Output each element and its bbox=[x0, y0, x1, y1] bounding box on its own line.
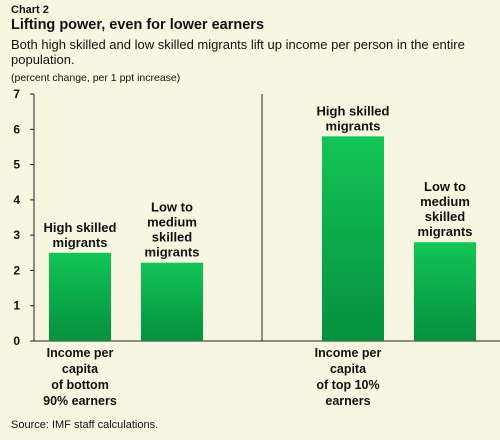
y-tick-label: 7 bbox=[13, 87, 20, 101]
x-category-label: capita bbox=[330, 362, 367, 376]
bar-label: medium bbox=[147, 215, 197, 230]
bar-label: migrants bbox=[418, 224, 473, 239]
x-category-label: Income per bbox=[47, 346, 114, 360]
bar-label: migrants bbox=[326, 118, 381, 133]
y-tick-label: 5 bbox=[13, 158, 20, 172]
y-tick-label: 0 bbox=[13, 334, 20, 348]
x-category-label: Income per bbox=[315, 346, 382, 360]
bar-label: migrants bbox=[145, 245, 200, 260]
y-tick-label: 1 bbox=[13, 299, 20, 313]
bar-label: High skilled bbox=[44, 220, 117, 235]
bar-label: medium bbox=[420, 194, 470, 209]
bar-label: skilled bbox=[425, 209, 466, 224]
x-category-label: of bottom bbox=[51, 378, 109, 392]
bar-label: skilled bbox=[152, 230, 193, 245]
bar bbox=[49, 253, 111, 341]
y-tick-label: 4 bbox=[13, 193, 20, 207]
y-tick-label: 2 bbox=[13, 263, 20, 277]
x-category-label: capita bbox=[62, 362, 99, 376]
x-category-label: of top 10% bbox=[316, 378, 379, 392]
x-category-label: 90% earners bbox=[43, 394, 117, 408]
bar-label: migrants bbox=[53, 235, 108, 250]
bar bbox=[414, 242, 476, 341]
y-tick-label: 6 bbox=[13, 122, 20, 136]
y-tick-label: 3 bbox=[13, 228, 20, 242]
bar bbox=[322, 136, 384, 341]
source-note: Source: IMF staff calculations. bbox=[11, 419, 158, 431]
bar-label: High skilled bbox=[317, 103, 390, 118]
bar-label: Low to bbox=[424, 179, 466, 194]
bar-label: Low to bbox=[151, 200, 193, 215]
x-category-label: earners bbox=[325, 394, 370, 408]
bar bbox=[141, 263, 203, 341]
